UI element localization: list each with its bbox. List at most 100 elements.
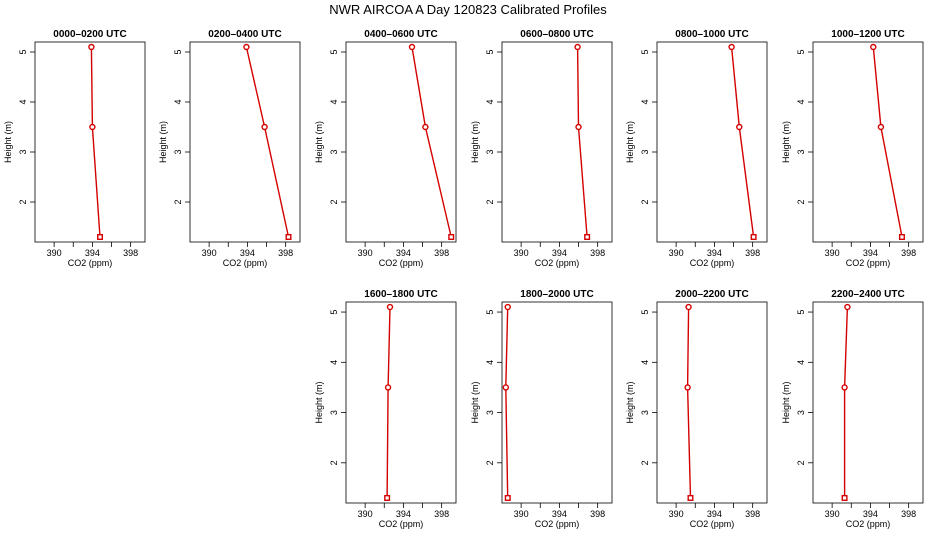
y-axis-label: Height (m) bbox=[781, 121, 791, 163]
x-axis-label: CO2 (ppm) bbox=[379, 258, 424, 268]
data-point bbox=[736, 123, 743, 131]
panel-8: 2000–2200 UTC 390 394 398 2 3 4 5 CO2 (ppm) Heigh… bbox=[625, 289, 768, 529]
plot-frame bbox=[656, 301, 768, 504]
data-point bbox=[841, 494, 848, 501]
y-tick-label: 5 bbox=[640, 49, 650, 54]
y-tick-label: 2 bbox=[173, 199, 183, 204]
x-tick-label: 390 bbox=[202, 248, 217, 258]
plot-frame bbox=[34, 41, 146, 243]
y-tick-label: 5 bbox=[485, 310, 495, 315]
panel-7: 1800–2000 UTC 390 394 398 2 3 4 5 CO2 (ppm) Heigh… bbox=[470, 289, 613, 529]
data-point bbox=[750, 233, 757, 240]
profile-line bbox=[245, 46, 290, 238]
data-point bbox=[584, 233, 591, 240]
panel-title: 0800–1000 UTC bbox=[675, 29, 748, 40]
y-tick-label: 4 bbox=[485, 360, 495, 365]
y-tick-label: 2 bbox=[329, 460, 339, 465]
x-tick-label: 398 bbox=[278, 248, 293, 258]
y-tick-label: 4 bbox=[485, 99, 495, 104]
x-axis-label: CO2 (ppm) bbox=[846, 519, 891, 529]
data-point bbox=[89, 123, 96, 131]
x-axis-label: CO2 (ppm) bbox=[690, 519, 735, 529]
y-tick-label: 5 bbox=[173, 49, 183, 54]
x-tick-label: 394 bbox=[396, 509, 411, 519]
panel-title: 0200–0400 UTC bbox=[208, 29, 281, 40]
y-axis-label: Height (m) bbox=[3, 121, 13, 163]
y-tick-label: 2 bbox=[640, 199, 650, 204]
data-point bbox=[422, 123, 429, 131]
x-tick-label: 390 bbox=[47, 248, 62, 258]
x-tick-label: 398 bbox=[901, 248, 916, 258]
data-point bbox=[877, 123, 885, 131]
y-tick-label: 2 bbox=[485, 460, 495, 465]
y-tick-label: 2 bbox=[485, 199, 495, 204]
data-point bbox=[844, 303, 851, 311]
panel-5: 1000–1200 UTC 390 394 398 2 3 4 5 CO2 (ppm) Heigh… bbox=[781, 29, 924, 268]
y-axis-label: Height (m) bbox=[470, 121, 480, 163]
profile-line bbox=[411, 46, 452, 238]
x-axis-label: CO2 (ppm) bbox=[223, 258, 268, 268]
data-point bbox=[575, 123, 582, 131]
plot-frame bbox=[812, 301, 924, 504]
x-tick-label: 394 bbox=[85, 248, 100, 258]
panels-group: 0000–0200 UTC 390 394 398 2 3 4 5 CO2 (ppm) Heigh… bbox=[3, 29, 924, 529]
data-point bbox=[504, 494, 511, 501]
x-axis-label: CO2 (ppm) bbox=[68, 258, 113, 268]
panel-title: 1000–1200 UTC bbox=[831, 29, 904, 40]
x-tick-label: 390 bbox=[825, 509, 840, 519]
y-axis-label: Height (m) bbox=[158, 121, 168, 163]
data-point bbox=[728, 43, 735, 51]
data-point bbox=[408, 43, 416, 51]
y-axis-label: Height (m) bbox=[625, 381, 635, 423]
y-tick-label: 4 bbox=[329, 360, 339, 365]
x-tick-label: 398 bbox=[745, 509, 760, 519]
x-tick-label: 394 bbox=[863, 248, 878, 258]
y-axis-label: Height (m) bbox=[314, 381, 324, 423]
y-tick-label: 2 bbox=[640, 460, 650, 465]
data-point bbox=[88, 43, 95, 51]
data-point bbox=[243, 43, 250, 51]
y-tick-label: 2 bbox=[329, 199, 339, 204]
x-tick-label: 390 bbox=[669, 248, 684, 258]
x-tick-label: 390 bbox=[825, 248, 840, 258]
data-point bbox=[384, 384, 392, 391]
plot-frame bbox=[189, 41, 301, 243]
x-tick-label: 394 bbox=[240, 248, 255, 258]
x-tick-label: 390 bbox=[358, 248, 373, 258]
plot-frame bbox=[812, 41, 924, 243]
y-tick-label: 4 bbox=[18, 99, 28, 104]
data-point bbox=[97, 233, 104, 240]
x-tick-label: 398 bbox=[901, 509, 916, 519]
y-tick-label: 3 bbox=[485, 149, 495, 154]
y-tick-label: 4 bbox=[796, 360, 806, 365]
panel-title: 0000–0200 UTC bbox=[53, 29, 126, 40]
y-tick-label: 5 bbox=[329, 310, 339, 315]
panel-9: 2200–2400 UTC 390 394 398 2 3 4 5 CO2 (ppm) Heigh… bbox=[781, 289, 924, 529]
y-axis-label: Height (m) bbox=[625, 121, 635, 163]
y-tick-label: 5 bbox=[485, 49, 495, 54]
x-axis-label: CO2 (ppm) bbox=[690, 258, 735, 268]
panel-title: 0600–0800 UTC bbox=[520, 29, 593, 40]
data-point bbox=[898, 233, 905, 240]
x-tick-label: 394 bbox=[707, 509, 722, 519]
data-point bbox=[504, 303, 511, 311]
y-axis-label: Height (m) bbox=[470, 381, 480, 423]
x-tick-label: 390 bbox=[669, 509, 684, 519]
profile-line bbox=[686, 306, 692, 499]
y-tick-label: 5 bbox=[329, 49, 339, 54]
y-tick-label: 3 bbox=[329, 149, 339, 154]
y-tick-label: 2 bbox=[796, 460, 806, 465]
profile-line bbox=[843, 306, 849, 498]
panel-1: 0200–0400 UTC 390 394 398 2 3 4 5 CO2 (ppm) Heigh… bbox=[158, 29, 301, 268]
x-tick-label: 398 bbox=[434, 248, 449, 258]
y-tick-label: 3 bbox=[640, 410, 650, 415]
y-tick-label: 4 bbox=[796, 99, 806, 104]
data-point bbox=[384, 494, 391, 501]
y-tick-label: 4 bbox=[173, 99, 183, 104]
x-axis-label: CO2 (ppm) bbox=[379, 519, 424, 529]
plot-frame bbox=[501, 301, 613, 504]
data-point bbox=[386, 303, 394, 311]
profile-line bbox=[386, 306, 391, 499]
profile-line bbox=[90, 46, 101, 238]
